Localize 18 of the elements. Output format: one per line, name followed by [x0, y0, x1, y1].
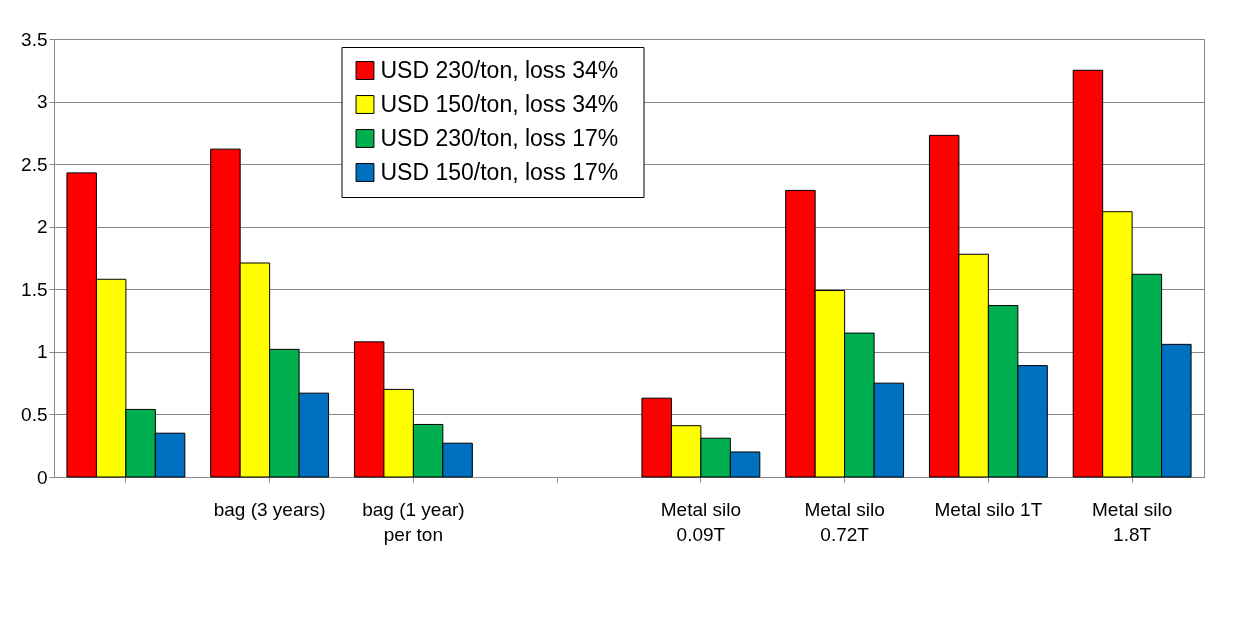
y-tick-label: 2.5: [21, 153, 48, 175]
legend-label: USD 150/ton, loss 34%: [380, 90, 619, 117]
y-tick-label: 2: [36, 216, 48, 238]
y-tick-label: 1.5: [21, 278, 48, 300]
x-tick-label: bag (3 years): [213, 498, 326, 520]
x-tick-label: Metal silo 1T: [934, 498, 1043, 520]
legend-label: USD 150/ton, loss 17%: [380, 158, 619, 185]
y-tick-label: 3.5: [21, 28, 48, 50]
y-tick-label: 1: [36, 341, 48, 363]
legend-label: USD 230/ton, loss 34%: [380, 56, 619, 83]
legend-label: USD 230/ton, loss 17%: [380, 124, 619, 151]
y-tick-label: 3: [36, 91, 48, 113]
x-tick-label: bag (1 year) per ton: [362, 498, 465, 545]
y-tick-label: 0.5: [21, 403, 48, 425]
x-tick-label: Metal silo 0.72T: [804, 498, 885, 545]
y-tick-label: 0: [36, 466, 48, 488]
x-tick-label: Metal silo 0.09T: [660, 498, 741, 545]
x-tick-label: Metal silo 1.8T: [1092, 498, 1173, 545]
